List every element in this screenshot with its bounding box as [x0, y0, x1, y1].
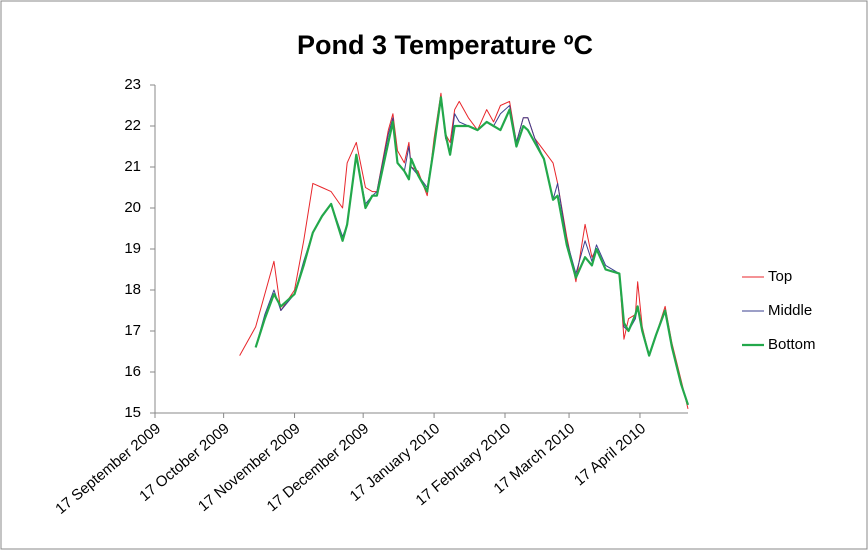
y-tick-label: 23 [124, 76, 141, 93]
y-tick-label: 21 [124, 158, 141, 175]
series-line [239, 92, 689, 410]
legend-label: Bottom [768, 336, 816, 353]
series-line [254, 96, 690, 406]
chart-title: Pond 3 Temperature ºC [297, 30, 593, 60]
y-tick-label: 16 [124, 363, 141, 380]
y-tick-label: 18 [124, 281, 141, 298]
y-tick-label: 15 [124, 404, 141, 421]
legend-label: Top [768, 268, 792, 285]
y-tick-label: 20 [124, 199, 141, 216]
y-tick-label: 17 [124, 322, 141, 339]
legend-label: Middle [768, 302, 812, 319]
y-tick-label: 19 [124, 240, 141, 257]
y-tick-label: 22 [124, 117, 141, 134]
